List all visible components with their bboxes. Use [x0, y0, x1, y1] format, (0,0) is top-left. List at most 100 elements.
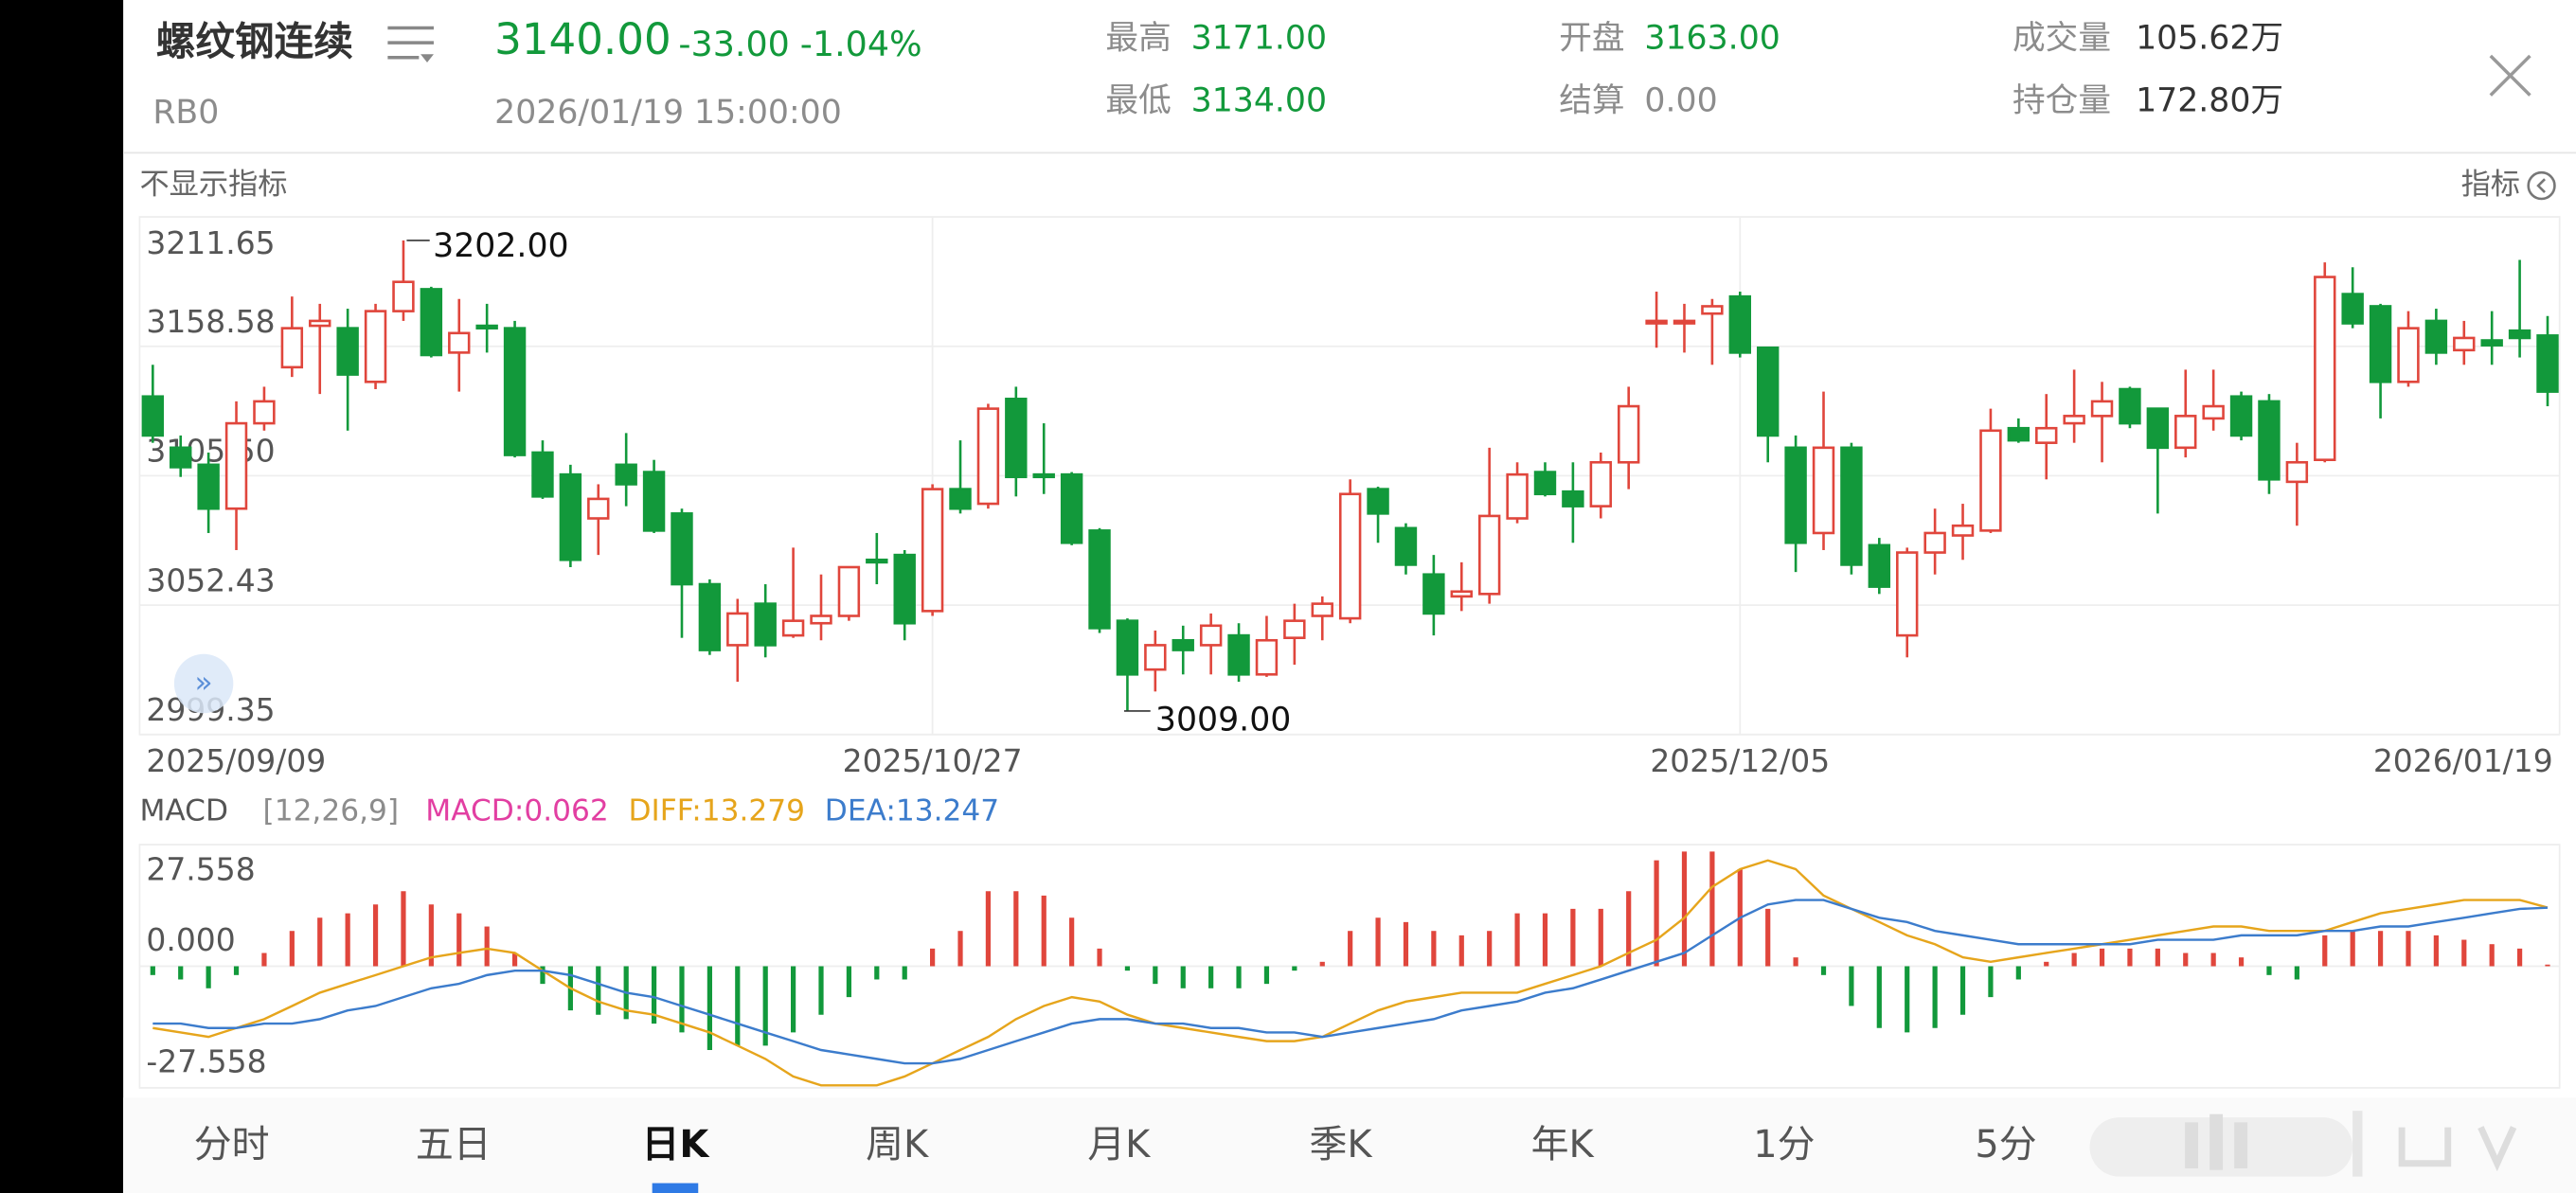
x-tick-label: 2026/01/19: [2373, 742, 2553, 779]
stat-value: 172.80万: [2136, 82, 2283, 120]
x-tick-label: 2025/10/27: [843, 742, 1023, 779]
tab[interactable]: 月K: [1087, 1123, 1151, 1166]
tab[interactable]: 5分: [1975, 1123, 2036, 1166]
stat-value: 0.00: [1644, 82, 1717, 120]
candle-body: [170, 446, 192, 469]
indicator-icon: [2527, 170, 2556, 201]
candle-body: [1840, 446, 1863, 566]
price-change-pct: -1.04%: [800, 24, 922, 64]
stat-label: 结算: [1559, 82, 1624, 120]
candle-body: [698, 582, 722, 651]
candle-body: [1199, 624, 1223, 647]
candle-body: [1227, 633, 1250, 676]
candle-body: [837, 565, 861, 617]
candle-body: [2174, 415, 2197, 450]
legend-entry: DEA:13.247: [825, 793, 999, 828]
stat-value: 3171.00: [1191, 20, 1327, 58]
candle-body: [1477, 514, 1501, 596]
candle-body: [1728, 294, 1752, 354]
indicator-line: [152, 859, 2549, 1087]
candle-body: [1589, 460, 1612, 507]
candle-body: [2508, 329, 2531, 340]
candle-body: [1005, 398, 1028, 479]
candle-body: [253, 400, 276, 425]
candle-body: [2314, 276, 2336, 462]
candle-body: [587, 497, 610, 520]
tab-indicator: [652, 1183, 699, 1193]
close-button[interactable]: [2489, 54, 2531, 97]
candle-body: [1088, 529, 1111, 630]
stat-value: 3134.00: [1191, 82, 1327, 120]
candle-body: [1562, 490, 1584, 507]
tab[interactable]: 1分: [1753, 1123, 1815, 1166]
candle-body: [224, 421, 248, 510]
candle-body: [1979, 429, 2002, 532]
instrument-name: 螺纹钢连续: [156, 18, 353, 64]
expand-icon: »: [195, 666, 213, 700]
candle-body: [559, 472, 582, 561]
candle-body: [448, 331, 471, 354]
candle-body: [141, 395, 165, 437]
stat-label: 开盘: [1559, 20, 1624, 58]
quote-time: 2026/01/19 15:00:00: [494, 94, 842, 132]
candle-body: [810, 614, 832, 625]
candle-body: [392, 280, 415, 312]
candle-body: [475, 324, 498, 329]
candle-body: [2229, 395, 2253, 437]
stat-label: 最高: [1105, 20, 1171, 58]
candle-body: [1533, 471, 1557, 496]
candle-body: [309, 319, 331, 328]
candle-body: [1422, 573, 1445, 615]
tab[interactable]: 日K: [642, 1123, 711, 1166]
candle-body: [1394, 526, 1418, 566]
candle-body: [2453, 336, 2476, 352]
indicator-line: [152, 899, 2549, 1065]
candle-body: [866, 558, 888, 564]
candle-body: [1116, 619, 1139, 676]
candle-body: [1951, 524, 1975, 537]
legend-entry: MACD:0.062: [425, 793, 608, 828]
candle-body: [976, 407, 1000, 506]
candle-body: [2536, 334, 2559, 393]
candle-body: [531, 451, 554, 498]
candle-body: [726, 612, 749, 647]
indicator-title: MACD: [139, 793, 228, 828]
expand-button[interactable]: [173, 653, 234, 714]
candle-body: [420, 288, 443, 357]
stat-label: 持仓量: [2012, 82, 2111, 120]
more-icons[interactable]: [2089, 1111, 2517, 1177]
tab[interactable]: 周K: [866, 1123, 929, 1166]
candle-body: [1283, 619, 1306, 639]
candle-body: [1338, 492, 1362, 620]
candle-body: [1756, 346, 1780, 437]
candle-body: [2480, 339, 2503, 347]
candle-body: [1645, 319, 1668, 325]
candle-body: [949, 488, 972, 510]
tab[interactable]: 五日: [416, 1123, 492, 1166]
candle-body: [2285, 460, 2309, 484]
tab[interactable]: 年K: [1531, 1123, 1595, 1166]
candle-body: [2090, 400, 2114, 418]
tab[interactable]: 分时: [194, 1123, 270, 1166]
stat-value: 105.62万: [2136, 20, 2283, 58]
candle-body: [2258, 400, 2281, 481]
stat-value: 3163.00: [1644, 20, 1780, 58]
candle-body: [1311, 602, 1333, 617]
plot-layer: 2999.353052.433105.503158.583211.652025/…: [139, 216, 2560, 1089]
candle-body: [1701, 305, 1724, 315]
candle-body: [1032, 472, 1055, 479]
y-tick-label: 3105.50: [146, 433, 275, 470]
candle-body: [1617, 404, 1640, 464]
candle-body: [1367, 488, 1389, 515]
candle-body: [2035, 426, 2058, 444]
candle-body: [503, 327, 527, 456]
candle-body: [2119, 387, 2141, 425]
candle-body: [1255, 638, 1279, 676]
indicator-button[interactable]: 指标: [2461, 168, 2520, 202]
hide-indicator-button[interactable]: 不显示指标: [139, 168, 287, 202]
candle-body: [1812, 446, 1835, 535]
tab[interactable]: 季K: [1309, 1123, 1372, 1166]
menu-icon[interactable]: [387, 26, 434, 62]
stat-label: 成交量: [2012, 20, 2111, 58]
